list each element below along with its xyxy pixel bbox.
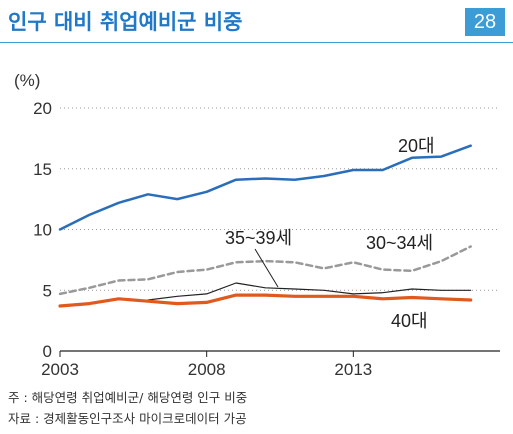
series-line-1 — [58, 245, 472, 296]
x-tick-label-2008: 2008 — [188, 360, 226, 379]
chart-note: 주 : 해당연령 취업예비군/ 해당연령 인구 비중 — [8, 390, 248, 405]
x-tick-label-2013: 2013 — [334, 360, 372, 379]
series-label-3: 40대 — [391, 311, 428, 331]
series-line-2 — [147, 282, 472, 301]
y-tick-label-0: 0 — [43, 342, 52, 361]
figure-number-badge: 28 — [465, 8, 505, 36]
title-rule — [0, 42, 513, 43]
series-line-0 — [58, 144, 472, 231]
chart-source: 자료 : 경제활동인구조사 마이크로데이터 가공 — [8, 411, 247, 426]
series-label-2: 35~39세 — [225, 228, 292, 248]
y-tick-label-20: 20 — [33, 99, 52, 118]
y-unit-label: (%) — [14, 71, 40, 90]
x-tick-label-2003: 2003 — [41, 360, 79, 379]
y-tick-label-15: 15 — [33, 160, 52, 179]
series-label-0: 20대 — [398, 136, 435, 156]
y-tick-label-5: 5 — [43, 281, 52, 300]
series-label-1: 30~34세 — [366, 233, 433, 253]
chart-title: 인구 대비 취업예비군 비중 — [8, 10, 243, 34]
y-tick-label-10: 10 — [33, 221, 52, 240]
series-label-leader-2 — [254, 248, 279, 288]
series-line-3 — [58, 293, 473, 308]
